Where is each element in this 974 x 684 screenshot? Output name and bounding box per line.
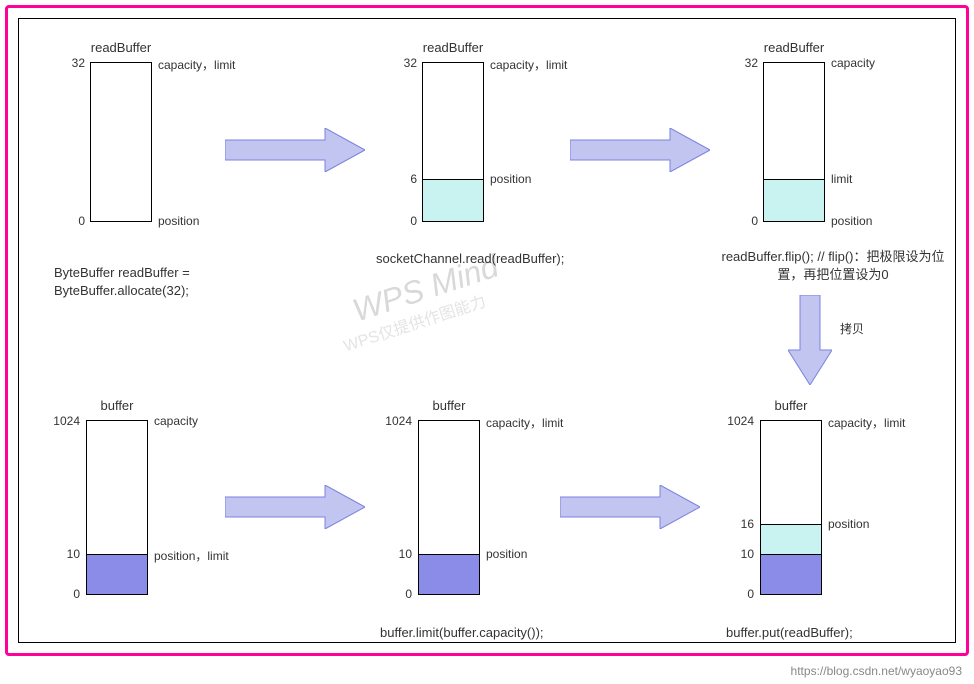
b6-lt-top: 1024 [714, 414, 754, 428]
b4-lt-bot: 0 [40, 587, 80, 601]
arrow-down [788, 295, 832, 385]
b2-lt-bot: 0 [382, 214, 417, 228]
b2-rt-top: capacity，limit [490, 56, 567, 73]
b4-title: buffer [86, 398, 148, 413]
b4-rect [86, 420, 148, 595]
b6-rect [760, 420, 822, 595]
arrow-2 [570, 128, 710, 172]
b3-fill [764, 179, 824, 221]
b3-rect [763, 62, 825, 222]
b3-caption: readBuffer.flip(); // flip()：把极限设为位置，再把位… [713, 248, 953, 284]
b1-rt-top: capacity，limit [158, 56, 235, 73]
b5-rt-top: capacity，limit [486, 414, 563, 431]
b2-lt-top: 32 [382, 56, 417, 70]
b1-title: readBuffer [90, 40, 152, 55]
b1-rect [90, 62, 152, 222]
arrow-down-label: 拷贝 [840, 320, 864, 337]
b6-fill-cyan [761, 524, 821, 554]
b2-rect [422, 62, 484, 222]
b6-fill-purple [761, 554, 821, 594]
b5-lt-top: 1024 [372, 414, 412, 428]
b6-caption: buffer.put(readBuffer); [726, 624, 853, 642]
b2-caption: socketChannel.read(readBuffer); [376, 250, 564, 268]
b4-rt-top: capacity [154, 414, 198, 428]
b1-rt-bot: position [158, 214, 199, 228]
b3-title: readBuffer [763, 40, 825, 55]
b6-lt-bot: 0 [714, 587, 754, 601]
b5-lt-mid: 10 [372, 547, 412, 561]
arrow-3 [225, 485, 365, 529]
b5-rt-mid: position [486, 547, 527, 561]
b6-title: buffer [760, 398, 822, 413]
b6-lt-16: 16 [714, 517, 754, 531]
b3-lt-bot: 0 [723, 214, 758, 228]
b5-rect [418, 420, 480, 595]
b4-fill [87, 554, 147, 594]
b2-lt-mid: 6 [382, 172, 417, 186]
b6-lt-mid: 10 [714, 547, 754, 561]
b5-title: buffer [418, 398, 480, 413]
b6-rt-16: position [828, 517, 869, 531]
b3-rt-bot: position [831, 214, 872, 228]
b4-lt-mid: 10 [40, 547, 80, 561]
footer-link: https://blog.csdn.net/wyaoyao93 [791, 664, 962, 678]
b3-rt-mid: limit [831, 172, 852, 186]
b2-rt-mid: position [490, 172, 531, 186]
b5-caption: buffer.limit(buffer.capacity()); [380, 624, 544, 642]
arrow-4 [560, 485, 700, 529]
b4-rt-mid: position，limit [154, 547, 229, 564]
b1-lt-bot: 0 [50, 214, 85, 228]
b6-rt-top: capacity，limit [828, 414, 905, 431]
b3-rt-top: capacity [831, 56, 875, 70]
b1-lt-top: 32 [50, 56, 85, 70]
b4-lt-top: 1024 [40, 414, 80, 428]
b2-title: readBuffer [422, 40, 484, 55]
b3-lt-top: 32 [723, 56, 758, 70]
b5-lt-bot: 0 [372, 587, 412, 601]
b1-caption: ByteBuffer readBuffer = ByteBuffer.alloc… [54, 264, 254, 300]
b2-fill [423, 179, 483, 221]
arrow-1 [225, 128, 365, 172]
b5-fill [419, 554, 479, 594]
